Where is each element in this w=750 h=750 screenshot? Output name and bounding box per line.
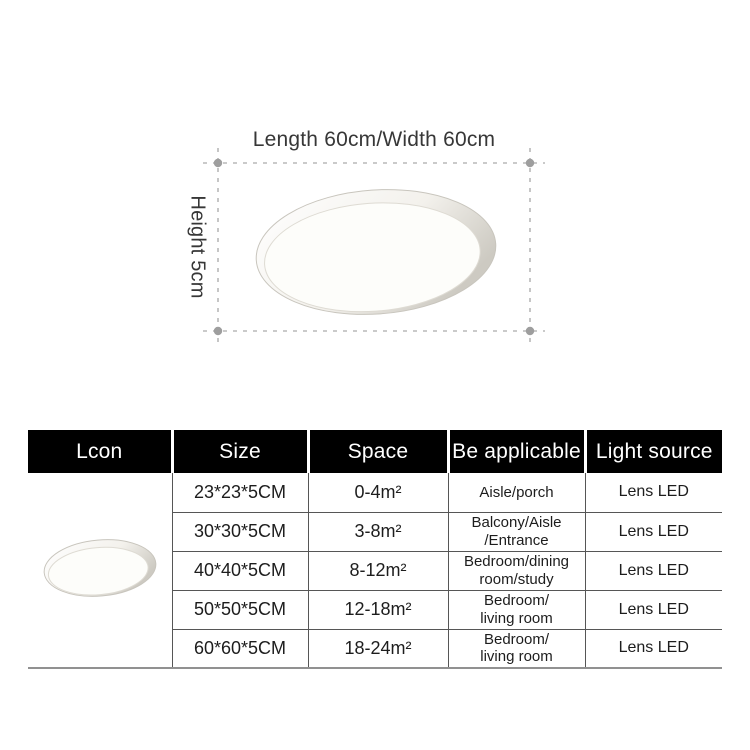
col-header-icon: Lcon — [28, 430, 174, 473]
light-source-cell: Lens LED — [585, 590, 722, 630]
corner-dots — [213, 158, 535, 336]
space-cell: 12-18m² — [308, 590, 449, 630]
height-label: Height 5cm — [186, 195, 209, 299]
light-source-cell: Lens LED — [585, 473, 722, 513]
space-cell: 3-8m² — [308, 512, 449, 552]
ceiling-lamp-image — [255, 189, 497, 315]
spec-table: Lcon Size Space Be applicable Light sour… — [28, 430, 722, 669]
applicable-cell: Bedroom/ living room — [448, 590, 586, 630]
ceiling-lamp-icon — [43, 539, 157, 597]
size-cell: 40*40*5CM — [172, 551, 309, 591]
table-row: 60*60*5CM 18-24m² Bedroom/ living room L… — [28, 629, 722, 669]
table-header-row: Lcon Size Space Be applicable Light sour… — [28, 430, 722, 473]
space-cell: 0-4m² — [308, 473, 449, 513]
dimension-bounding-box — [203, 148, 545, 346]
table-row: 23*23*5CM 0-4m² Aisle/porch Lens LED — [28, 473, 722, 669]
table-row: 40*40*5CM 8-12m² Bedroom/dining room/stu… — [28, 551, 722, 591]
col-header-space: Space — [308, 430, 450, 473]
col-header-applicable: Be applicable — [448, 430, 587, 473]
size-cell: 30*30*5CM — [172, 512, 309, 552]
applicable-cell: Aisle/porch — [448, 473, 586, 513]
size-cell: 50*50*5CM — [172, 590, 309, 630]
light-source-cell: Lens LED — [585, 551, 722, 591]
applicable-cell: Bedroom/ living room — [448, 629, 586, 669]
applicable-cell: Balcony/Aisle /Entrance — [448, 512, 586, 552]
length-width-label: Length 60cm/Width 60cm — [252, 128, 496, 151]
lamp-icon-cell — [28, 473, 173, 669]
dimension-diagram: Length 60cm/Width 60cm Height 5cm — [186, 128, 545, 346]
space-cell: 8-12m² — [308, 551, 449, 591]
light-source-cell: Lens LED — [585, 629, 722, 669]
light-source-cell: Lens LED — [585, 512, 722, 552]
size-cell: 60*60*5CM — [172, 629, 309, 669]
applicable-cell: Bedroom/dining room/study — [448, 551, 586, 591]
table-row: 50*50*5CM 12-18m² Bedroom/ living room L… — [28, 590, 722, 630]
table-row: 30*30*5CM 3-8m² Balcony/Aisle /Entrance … — [28, 512, 722, 552]
size-cell: 23*23*5CM — [172, 473, 309, 513]
col-header-light: Light source — [585, 430, 722, 473]
space-cell: 18-24m² — [308, 629, 449, 669]
col-header-size: Size — [172, 430, 310, 473]
